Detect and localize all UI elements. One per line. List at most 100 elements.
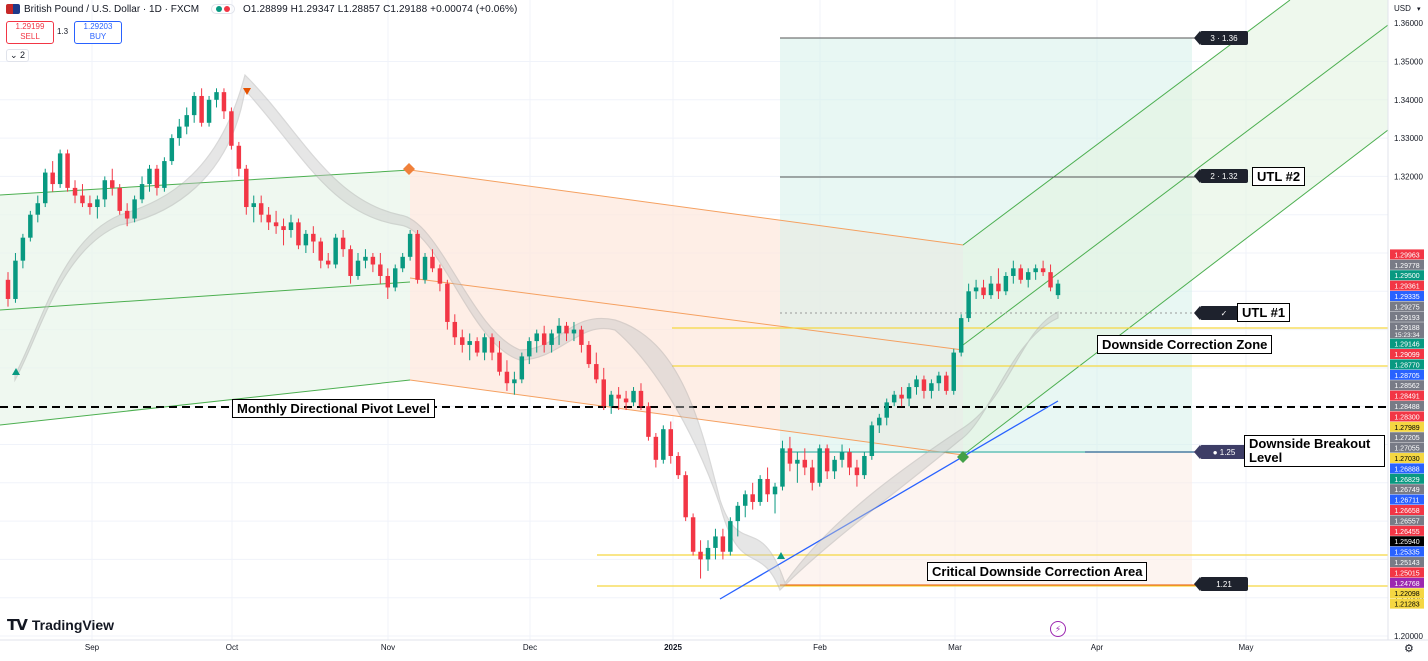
candle-body[interactable] xyxy=(549,333,554,345)
candle-body[interactable] xyxy=(132,199,137,219)
symbol-title[interactable]: British Pound / U.S. Dollar · 1D · FXCM xyxy=(24,3,200,15)
candle-body[interactable] xyxy=(430,256,435,269)
candle-body[interactable] xyxy=(236,145,242,169)
currency-selector[interactable]: USD xyxy=(1394,4,1411,13)
candle-body[interactable] xyxy=(460,337,465,345)
candle-body[interactable] xyxy=(765,478,770,495)
candle-body[interactable] xyxy=(653,436,659,460)
candle-body[interactable] xyxy=(452,321,458,338)
candle-body[interactable] xyxy=(370,256,376,265)
candle-body[interactable] xyxy=(482,337,487,353)
candle-body[interactable] xyxy=(229,111,234,146)
candle-body[interactable] xyxy=(973,287,979,292)
candle-body[interactable] xyxy=(437,268,443,284)
tradingview-logo[interactable]: 𝗧𝗩 TradingView xyxy=(7,615,114,635)
candle-body[interactable] xyxy=(273,222,279,227)
candle-body[interactable] xyxy=(877,417,882,426)
candle-body[interactable] xyxy=(854,467,860,476)
candle-body[interactable] xyxy=(601,379,606,407)
candle-body[interactable] xyxy=(824,448,830,472)
candle-body[interactable] xyxy=(757,478,763,502)
candle-body[interactable] xyxy=(728,521,733,552)
candle-body[interactable] xyxy=(340,237,346,250)
candle-body[interactable] xyxy=(445,283,450,322)
candle-body[interactable] xyxy=(206,99,212,123)
candle-body[interactable] xyxy=(743,494,748,506)
candle-body[interactable] xyxy=(1055,283,1061,296)
candle-body[interactable] xyxy=(906,387,912,399)
candle-body[interactable] xyxy=(690,517,696,552)
candle-body[interactable] xyxy=(720,536,726,552)
candle-body[interactable] xyxy=(355,260,361,276)
candle-body[interactable] xyxy=(311,233,316,242)
candle-body[interactable] xyxy=(862,455,867,476)
candle-body[interactable] xyxy=(385,275,391,288)
candle-body[interactable] xyxy=(869,425,875,456)
chevron-down-icon[interactable]: ▾ xyxy=(1417,6,1421,13)
candle-body[interactable] xyxy=(296,222,301,246)
candle-body[interactable] xyxy=(891,394,897,403)
candle-body[interactable] xyxy=(504,371,510,384)
candle-body[interactable] xyxy=(832,459,837,472)
buy-button[interactable]: 1.29203 BUY xyxy=(74,21,122,44)
candle-body[interactable] xyxy=(981,287,986,296)
candle-body[interactable] xyxy=(936,375,942,384)
candle-body[interactable] xyxy=(407,233,413,257)
candle-body[interactable] xyxy=(675,455,681,476)
candle-body[interactable] xyxy=(28,214,33,238)
candle-body[interactable] xyxy=(579,329,584,345)
candle-body[interactable] xyxy=(884,402,889,418)
candle-body[interactable] xyxy=(20,237,26,261)
candle-body[interactable] xyxy=(258,203,264,215)
candle-body[interactable] xyxy=(474,341,480,353)
candle-body[interactable] xyxy=(110,180,115,188)
candle-body[interactable] xyxy=(810,467,815,483)
candle-body[interactable] xyxy=(35,203,41,215)
candle-body[interactable] xyxy=(1033,268,1038,273)
candle-body[interactable] xyxy=(489,337,495,353)
candle-body[interactable] xyxy=(139,184,145,200)
candle-body[interactable] xyxy=(1040,268,1046,273)
candle-body[interactable] xyxy=(422,256,428,280)
candle-body[interactable] xyxy=(839,452,845,460)
candle-body[interactable] xyxy=(288,222,294,231)
candle-body[interactable] xyxy=(102,180,108,200)
candle-body[interactable] xyxy=(608,394,614,407)
candle-body[interactable] xyxy=(646,406,651,437)
candle-body[interactable] xyxy=(191,95,197,116)
candle-body[interactable] xyxy=(787,448,793,464)
candle-body[interactable] xyxy=(184,115,189,127)
gear-icon[interactable]: ⚙ xyxy=(1404,643,1414,655)
candle-body[interactable] xyxy=(527,341,532,357)
candle-body[interactable] xyxy=(705,547,711,560)
candle-body[interactable] xyxy=(199,95,204,123)
candle-body[interactable] xyxy=(177,126,182,139)
candle-body[interactable] xyxy=(497,352,502,372)
candle-body[interactable] xyxy=(921,379,927,391)
candle-body[interactable] xyxy=(512,379,517,384)
lightning-icon[interactable]: ⚡ xyxy=(1050,621,1066,637)
indicators-toggle[interactable]: ⌄ 2 xyxy=(6,49,30,62)
candle-body[interactable] xyxy=(124,210,130,219)
candle-body[interactable] xyxy=(958,318,964,353)
candle-body[interactable] xyxy=(5,279,11,299)
candle-body[interactable] xyxy=(1025,272,1031,280)
candle-body[interactable] xyxy=(519,356,525,380)
market-status[interactable] xyxy=(211,4,236,14)
candle-body[interactable] xyxy=(363,256,368,261)
candle-body[interactable] xyxy=(57,153,63,185)
candle-body[interactable] xyxy=(594,364,599,380)
candle-body[interactable] xyxy=(1048,272,1053,288)
candle-body[interactable] xyxy=(944,375,949,391)
candle-body[interactable] xyxy=(303,233,309,246)
candle-body[interactable] xyxy=(1011,268,1016,276)
candle-body[interactable] xyxy=(1018,268,1023,280)
candle-body[interactable] xyxy=(80,195,85,204)
candle-body[interactable] xyxy=(13,260,18,299)
candle-body[interactable] xyxy=(72,187,78,196)
candle-body[interactable] xyxy=(780,448,785,487)
candle-body[interactable] xyxy=(564,325,569,334)
candle-body[interactable] xyxy=(631,390,636,403)
candle-body[interactable] xyxy=(541,333,547,345)
